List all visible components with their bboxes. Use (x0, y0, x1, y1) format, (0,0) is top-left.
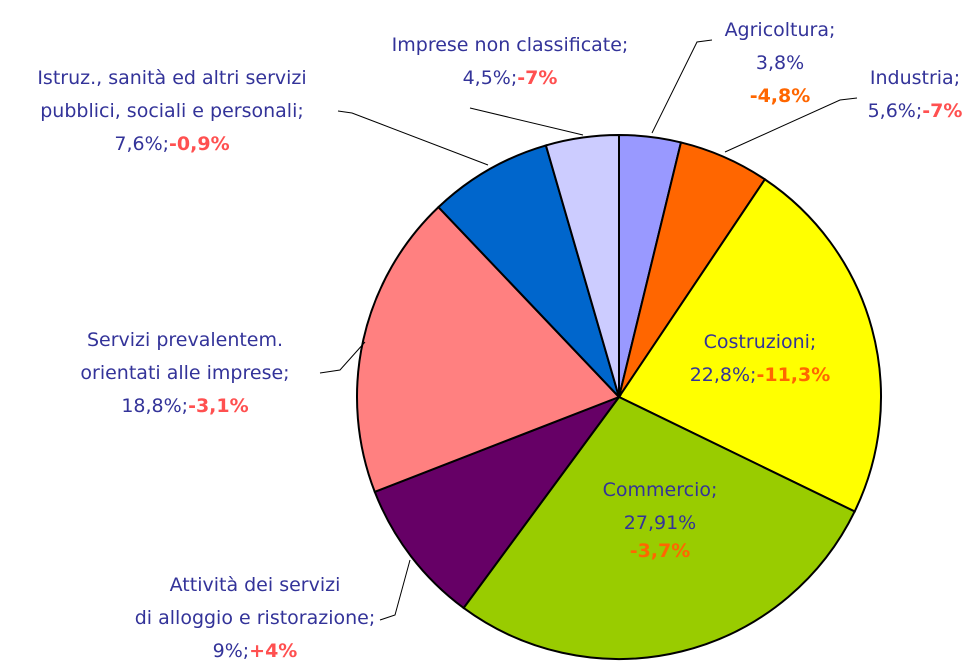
slice-label: Imprese non classificate; (392, 34, 629, 56)
slice-label: Servizi prevalentem. (87, 329, 283, 351)
slice-label: -4,8% (750, 85, 811, 107)
change-label: -0,9% (169, 133, 230, 155)
slice-label: 9%;+4% (213, 640, 298, 662)
slice-label: 27,91% (624, 512, 696, 534)
pie-slice (462, 395, 857, 660)
value-label: 5,6%; (868, 100, 923, 122)
category-label: orientati alle imprese; (80, 362, 289, 384)
value-label: 18,8%; (121, 395, 188, 417)
pie-slice (373, 394, 622, 610)
slice-label: Costruzioni; (704, 331, 817, 353)
category-label: Industria; (870, 67, 960, 89)
leader-line (337, 110, 489, 166)
change-label: +4% (249, 640, 297, 662)
slice-label: di alloggio e ristorazione; (135, 607, 376, 629)
change-label: -7% (922, 100, 962, 122)
leader-line (469, 107, 584, 136)
category-label: Imprese non classificate; (392, 34, 629, 56)
change-label: -4,8% (750, 85, 811, 107)
slice-label: 5,6%;-7% (868, 100, 963, 122)
category-label: Attività dei servizi (170, 574, 341, 596)
category-label: Costruzioni; (704, 331, 817, 353)
change-label: -7% (517, 67, 557, 89)
value-label: 3,8% (756, 52, 804, 74)
slice-label: Istruz., sanità ed altri servizi (37, 67, 306, 89)
slice-label: Commercio; (603, 479, 718, 501)
slice-label: Industria; (870, 67, 960, 89)
value-label: 7,6%; (114, 133, 169, 155)
change-label: -3,1% (188, 395, 249, 417)
leader-line (651, 39, 713, 134)
slice-label: Attività dei servizi (170, 574, 341, 596)
change-label: -3,7% (630, 540, 691, 562)
change-label: -11,3% (756, 364, 830, 386)
pie-slice (356, 205, 621, 494)
slice-label: -3,7% (630, 540, 691, 562)
category-label: Commercio; (603, 479, 718, 501)
slice-label: 3,8% (756, 52, 804, 74)
value-label: 4,5%; (463, 67, 518, 89)
pie-slice (437, 144, 620, 398)
category-label: di alloggio e ristorazione; (135, 607, 376, 629)
category-label: pubblici, sociali e personali; (40, 100, 304, 122)
slice-label: 22,8%;-11,3% (690, 364, 831, 386)
leader-line (319, 341, 366, 374)
leader-line (379, 559, 411, 621)
slice-label: 7,6%;-0,9% (114, 133, 229, 155)
slice-label: 4,5%;-7% (463, 67, 558, 89)
category-label: Istruz., sanità ed altri servizi (37, 67, 306, 89)
slice-label: pubblici, sociali e personali; (40, 100, 304, 122)
value-label: 9%; (213, 640, 250, 662)
category-label: Agricoltura; (725, 19, 836, 41)
slice-label: Agricoltura; (725, 19, 836, 41)
slice-label: 18,8%;-3,1% (121, 395, 248, 417)
pie-slice (544, 133, 620, 398)
value-label: 22,8%; (690, 364, 757, 386)
category-label: Servizi prevalentem. (87, 329, 283, 351)
leader-line (724, 97, 858, 153)
value-label: 27,91% (624, 512, 696, 534)
slice-label: orientati alle imprese; (80, 362, 289, 384)
